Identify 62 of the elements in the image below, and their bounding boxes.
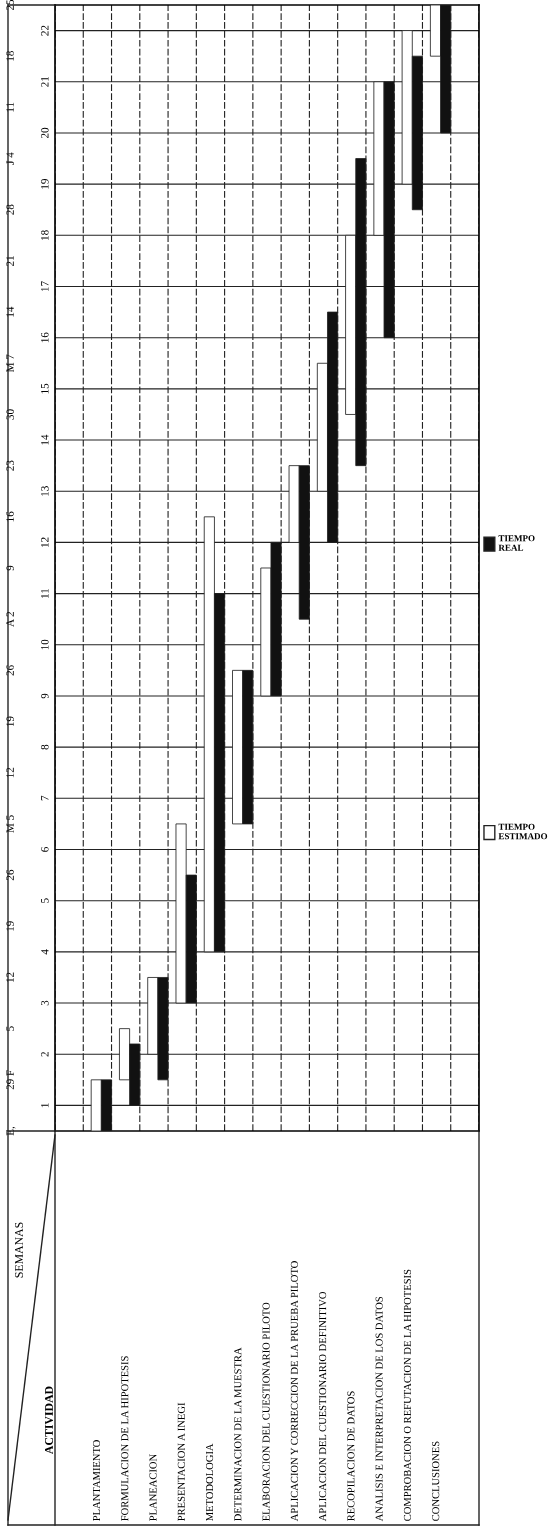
y-tick-label: 10 <box>41 639 49 650</box>
y2-tick-label: 14 <box>6 306 14 317</box>
text: ACTIVIDAD <box>45 1386 54 1454</box>
text: SEMANAS <box>15 1222 23 1278</box>
y-tick-label: 1 <box>41 1103 49 1108</box>
y2-tick-label: A 2 <box>6 611 14 627</box>
y2-tick-label: 30 <box>6 409 14 420</box>
y-tick-label: 3 <box>41 1000 49 1006</box>
y-tick-label: 17 <box>41 281 49 292</box>
y2-tick-label: 29 F <box>6 1070 14 1090</box>
y2-tick-label: 9 <box>6 565 14 571</box>
x-tick-label: ELABORACION DEL CUESTIONARIO PILOTO <box>262 1302 270 1521</box>
y-tick-label: 16 <box>41 332 49 343</box>
y2-tick-label: 5 <box>6 1026 14 1031</box>
y2-tick-label: 21 <box>6 256 14 266</box>
x-tick-label: APLICACION Y CORRECCION DE LA PRUEBA PILOTO <box>290 1261 298 1522</box>
y-tick-label: 13 <box>41 486 49 496</box>
y-tick-label: 15 <box>41 383 49 394</box>
y-tick-label: 9 <box>41 693 49 699</box>
y2-tick-label: 25 <box>6 0 14 11</box>
y-tick-label: 6 <box>41 847 49 852</box>
y-tick-label: 12 <box>41 537 49 547</box>
x-tick-label: PRESENTACION A INEGI <box>177 1402 185 1521</box>
y-tick-label: 19 <box>41 179 49 189</box>
x-tick-label: FORMULACION DE LA HIPOTESIS <box>121 1356 129 1521</box>
x-tick-label: DETERMINACION DE LA MUESTRA <box>234 1347 242 1521</box>
x-tick-label: CONCLUSIONES <box>432 1441 440 1521</box>
y-tick-label: 11 <box>41 588 49 598</box>
y-tick-label: 8 <box>41 744 49 750</box>
y2-tick-label: 11 <box>6 102 14 112</box>
x-tick-label: PLANTAMIENTO <box>92 1440 101 1521</box>
y2-tick-label: 28 <box>6 204 14 215</box>
y-tick-label: 2 <box>41 1052 49 1057</box>
x-tick-label: RECOPILACION DE DATOS <box>347 1391 355 1521</box>
y2-tick-label: 26 <box>6 665 14 676</box>
y2-tick-label: J 4 <box>6 152 14 165</box>
y-tick-label: 14 <box>41 434 49 445</box>
x-tick-label: METODOLOGIA <box>206 1443 214 1521</box>
y2-tick-label: 19 <box>6 921 14 931</box>
x-tick-label: APLICACION DEL CUESTIONARIO DEFINITIVO <box>319 1291 327 1522</box>
y-tick-label: 5 <box>41 898 49 903</box>
y2-tick-label: 26 <box>6 869 14 881</box>
y2-tick-label: 23 <box>6 460 14 471</box>
y2-tick-label: 19 <box>6 716 14 727</box>
y-tick-label: 21 <box>41 76 49 87</box>
legend-label: TIEMPO ESTIMADO <box>498 823 548 840</box>
x-tick-label: PLANEACION <box>149 1454 157 1521</box>
y2-tick-label: 18 <box>6 51 14 61</box>
legend-label: TIEMPO REAL <box>498 535 535 551</box>
y-tick-label: 4 <box>41 949 49 955</box>
y-tick-label: 22 <box>41 25 49 36</box>
y2-tick-label: 12 <box>6 767 14 778</box>
y-tick-label: 18 <box>41 230 49 240</box>
y-tick-label: 20 <box>41 127 49 139</box>
x-tick-label: ANALISIS E INTERPRETACION DE LOS DATOS <box>375 1296 383 1522</box>
y2-tick-label: 12 <box>6 972 14 983</box>
y2-tick-label: 16 <box>6 511 14 522</box>
x-tick-label: COMPROBACION O REFUTACION DE LA HIPOTESIS <box>403 1269 411 1521</box>
y2-tick-label: E, <box>6 1126 16 1136</box>
y2-tick-label: M 7 <box>6 354 14 373</box>
y-tick-label: 7 <box>41 795 49 801</box>
y2-tick-label: M 5 <box>6 815 14 833</box>
